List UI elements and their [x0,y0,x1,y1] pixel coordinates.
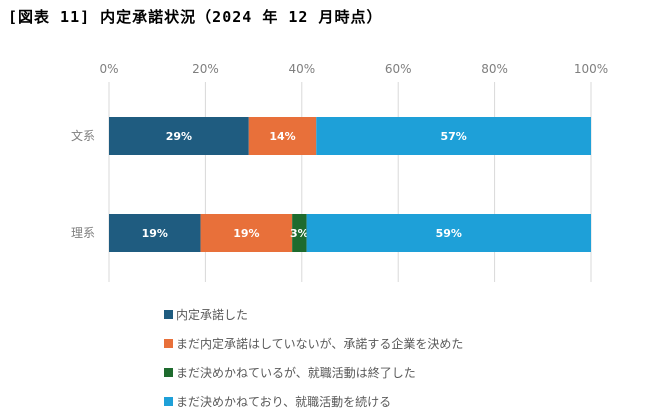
chart-title: [図表 11] 内定承諾状況（2024 年 12 月時点） [8,8,383,26]
x-tick-label: 80% [481,62,508,76]
data-label: 3% [290,227,309,240]
category-label: 文系 [71,128,95,143]
legend-label: まだ決めかねているが、就職活動は終了した [176,366,416,380]
data-label: 19% [233,227,259,240]
legend-item: まだ決めかねており、就職活動を続ける [164,387,463,416]
data-label: 57% [440,130,466,143]
x-tick-label: 0% [99,62,118,76]
legend-item: 内定承諾した [164,300,463,329]
legend: 内定承諾したまだ内定承諾はしていないが、承諾する企業を決めた まだ決めかねているが… [164,300,463,416]
legend-swatch [164,339,173,348]
bar-segment [109,214,201,252]
bar-segment [200,214,293,252]
x-tick-label: 60% [385,62,412,76]
data-label: 59% [436,227,462,240]
data-label: 29% [166,130,192,143]
legend-swatch [164,397,173,406]
x-tick-label: 100% [574,62,608,76]
x-tick-label: 40% [288,62,315,76]
bar-segment [292,214,307,252]
legend-swatch [164,368,173,377]
data-label: 14% [269,130,295,143]
legend-label: まだ内定承諾はしていないが、承諾する企業を決めた [176,337,464,351]
legend-item: まだ決めかねているが、就職活動は終了した [164,358,463,387]
bar-segment [316,117,591,155]
bar-segment [248,117,317,155]
category-label: 理系 [71,226,95,240]
bar-segment [306,214,591,252]
x-tick-label: 20% [192,62,219,76]
data-label: 19% [142,227,168,240]
legend-label: 内定承諾した [176,308,249,322]
legend-label: まだ決めかねており、就職活動を続ける [176,395,392,409]
legend-item: まだ内定承諾はしていないが、承諾する企業を決めた [164,329,463,358]
legend-swatch [164,310,173,319]
bar-segment [109,117,249,155]
